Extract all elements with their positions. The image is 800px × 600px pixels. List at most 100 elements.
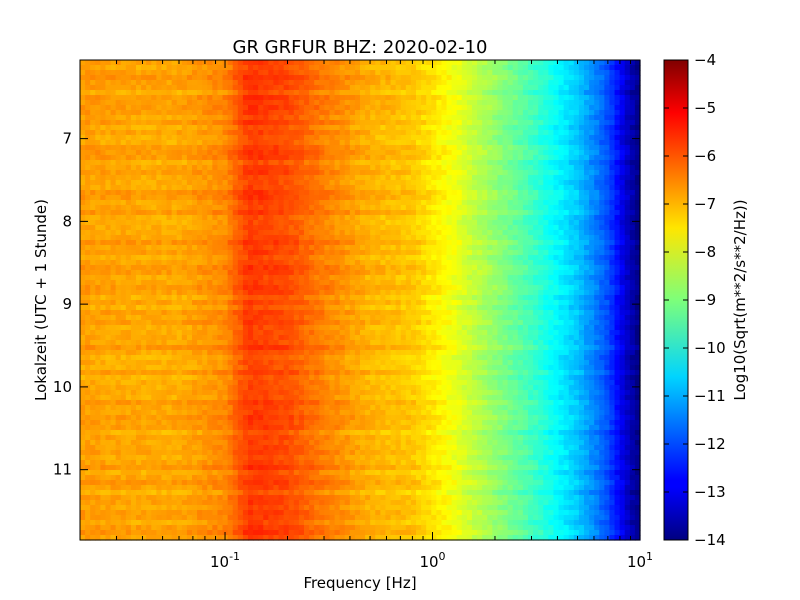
heatmap-cell: [253, 210, 259, 216]
heatmap-cell: [283, 245, 290, 251]
heatmap-cell: [314, 125, 320, 131]
heatmap-cell: [573, 165, 580, 171]
heatmap-cell: [400, 225, 407, 231]
heatmap-cell: [599, 270, 605, 276]
heatmap-cell: [594, 170, 600, 176]
heatmap-cell: [298, 75, 305, 81]
heatmap-cell: [466, 265, 473, 271]
heatmap-cell: [472, 145, 478, 151]
heatmap-cell: [105, 110, 112, 116]
heatmap-cell: [466, 95, 473, 101]
heatmap-cell: [95, 70, 101, 76]
heatmap-cell: [548, 105, 555, 111]
heatmap-cell: [410, 110, 417, 116]
heatmap-cell: [558, 245, 565, 251]
heatmap-cell: [319, 90, 325, 96]
heatmap-cell: [283, 110, 290, 116]
heatmap-cell: [370, 150, 376, 156]
heatmap-cell: [344, 260, 351, 266]
heatmap-cell: [502, 200, 509, 206]
heatmap-cell: [278, 195, 285, 201]
heatmap-cell: [609, 185, 616, 191]
heatmap-cell: [522, 135, 529, 141]
heatmap-cell: [130, 65, 137, 71]
heatmap-cell: [502, 240, 509, 246]
heatmap-cell: [456, 240, 463, 246]
heatmap-cell: [314, 95, 320, 101]
heatmap-cell: [100, 190, 107, 196]
heatmap-cell: [624, 270, 631, 276]
heatmap-cell: [487, 90, 493, 96]
heatmap-cell: [395, 130, 402, 136]
heatmap-cell: [497, 250, 504, 256]
heatmap-cell: [538, 120, 544, 126]
heatmap-cell: [334, 225, 341, 231]
heatmap-cell: [507, 75, 514, 81]
heatmap-cell: [85, 70, 91, 76]
heatmap-cell: [609, 160, 616, 166]
heatmap-cell: [405, 230, 412, 236]
heatmap-cell: [497, 90, 504, 96]
heatmap-cell: [436, 280, 443, 286]
heatmap-cell: [492, 225, 499, 231]
heatmap-cell: [385, 80, 392, 86]
heatmap-cell: [237, 215, 244, 221]
heatmap-cell: [171, 190, 178, 196]
heatmap-cell: [344, 115, 351, 121]
heatmap-cell: [263, 150, 269, 156]
heatmap-cell: [100, 125, 107, 131]
heatmap-cell: [202, 160, 208, 166]
heatmap-cell: [253, 130, 259, 136]
heatmap-cell: [237, 80, 244, 86]
heatmap-cell: [232, 125, 239, 131]
heatmap-cell: [395, 60, 402, 66]
heatmap-cell: [207, 215, 213, 221]
heatmap-cell: [334, 230, 341, 236]
heatmap-cell: [283, 80, 290, 86]
heatmap-cell: [283, 155, 290, 161]
heatmap-cell: [263, 215, 269, 221]
heatmap-cell: [589, 65, 595, 71]
heatmap-cell: [568, 155, 575, 161]
heatmap-cell: [319, 265, 325, 271]
heatmap-cell: [390, 225, 397, 231]
heatmap-cell: [125, 200, 132, 206]
heatmap-cell: [268, 225, 275, 231]
heatmap-cell: [90, 135, 96, 141]
heatmap-cell: [456, 245, 463, 251]
heatmap-cell: [446, 265, 453, 271]
heatmap-cell: [487, 115, 493, 121]
heatmap-cell: [594, 85, 600, 91]
heatmap-cell: [349, 95, 356, 101]
heatmap-cell: [110, 285, 117, 291]
heatmap-cell: [258, 245, 264, 251]
heatmap-cell: [248, 110, 254, 116]
heatmap-cell: [125, 185, 132, 191]
heatmap-cell: [385, 135, 392, 141]
heatmap-cell: [130, 215, 137, 221]
heatmap-cell: [431, 140, 437, 146]
heatmap-cell: [594, 140, 600, 146]
heatmap-cell: [538, 90, 544, 96]
heatmap-cell: [242, 260, 249, 266]
heatmap-cell: [584, 90, 590, 96]
heatmap-cell: [472, 100, 478, 106]
heatmap-cell: [217, 170, 224, 176]
heatmap-cell: [599, 115, 605, 121]
heatmap-cell: [85, 135, 91, 141]
heatmap-cell: [421, 180, 427, 186]
heatmap-cell: [293, 255, 300, 261]
heatmap-cell: [451, 230, 458, 236]
heatmap-cell: [146, 155, 152, 161]
heatmap-cell: [477, 175, 483, 181]
heatmap-cell: [344, 280, 351, 286]
heatmap-cell: [349, 185, 356, 191]
heatmap-cell: [253, 245, 259, 251]
heatmap-cell: [365, 125, 371, 131]
heatmap-cell: [578, 155, 585, 161]
heatmap-cell: [548, 270, 555, 276]
heatmap-cell: [192, 270, 198, 276]
heatmap-cell: [599, 135, 605, 141]
heatmap-cell: [482, 190, 488, 196]
heatmap-cell: [436, 170, 443, 176]
